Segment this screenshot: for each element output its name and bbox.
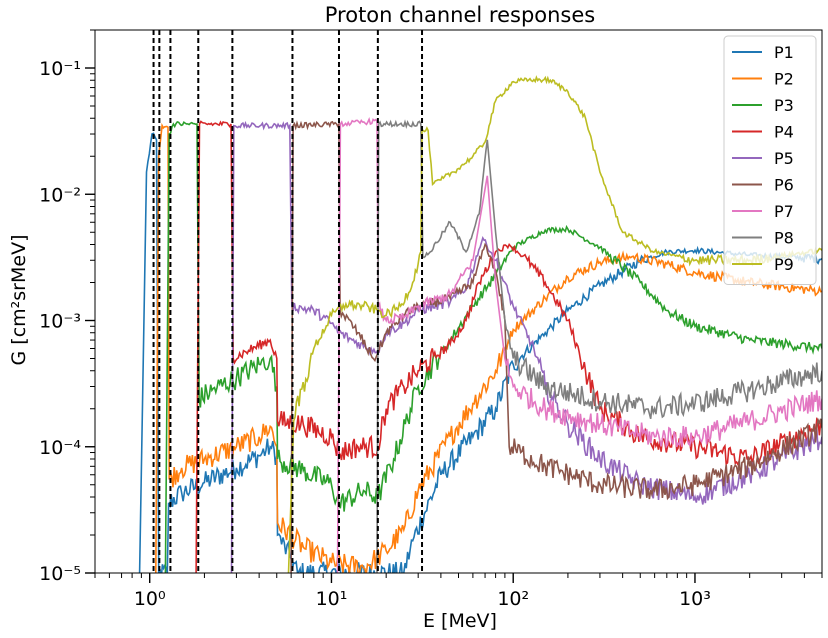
legend-label-p9: P9: [774, 255, 794, 274]
y-axis-label: G [cm²srMeV]: [8, 235, 30, 366]
series-line-p1: [138, 132, 822, 573]
y-tick-label: 10⁻³: [39, 311, 81, 333]
series-line-p6: [290, 120, 822, 573]
series-layer: [138, 75, 822, 573]
vline-layer: [152, 30, 424, 573]
legend-box: [723, 35, 817, 285]
y-tick-label: 10⁻⁵: [39, 563, 81, 585]
series-line-p8: [376, 119, 822, 573]
legend-label-p3: P3: [774, 96, 794, 115]
y-tick-label: 10⁻⁴: [39, 437, 81, 459]
x-tick-label: 10³: [679, 588, 711, 610]
legend-label-p4: P4: [774, 123, 794, 142]
x-tick-label: 10⁰: [134, 588, 166, 610]
y-axis-ticks: 10⁻⁵ 10⁻⁴ 10⁻³ 10⁻² 10⁻¹: [39, 29, 95, 585]
legend-label-p7: P7: [774, 202, 794, 221]
legend-label-p1: P1: [774, 43, 794, 62]
legend-label-p2: P2: [774, 70, 794, 89]
x-axis-ticks: 10⁰ 10¹ 10² 10³: [94, 573, 823, 610]
legend: P1 P2 P3 P4 P5 P6 P7 P8 P9: [723, 35, 817, 285]
series-line-p4: [195, 120, 822, 573]
x-axis-label: E [MeV]: [423, 610, 497, 632]
x-tick-label: 10²: [497, 588, 529, 610]
legend-label-p5: P5: [774, 149, 794, 168]
y-tick-label: 10⁻¹: [39, 58, 81, 80]
legend-label-p6: P6: [774, 176, 794, 195]
legend-label-p8: P8: [774, 229, 794, 248]
series-line-p2: [155, 122, 822, 573]
chart-title: Proton channel responses: [325, 3, 595, 27]
y-tick-label: 10⁻²: [39, 184, 81, 206]
plot-area: 10⁰ 10¹ 10² 10³ 10⁻⁵ 10⁻⁴ 10⁻³ 10⁻² 10⁻¹: [39, 29, 823, 610]
series-line-p7: [336, 116, 822, 573]
x-tick-label: 10¹: [316, 588, 348, 610]
series-line-p5: [230, 120, 822, 573]
